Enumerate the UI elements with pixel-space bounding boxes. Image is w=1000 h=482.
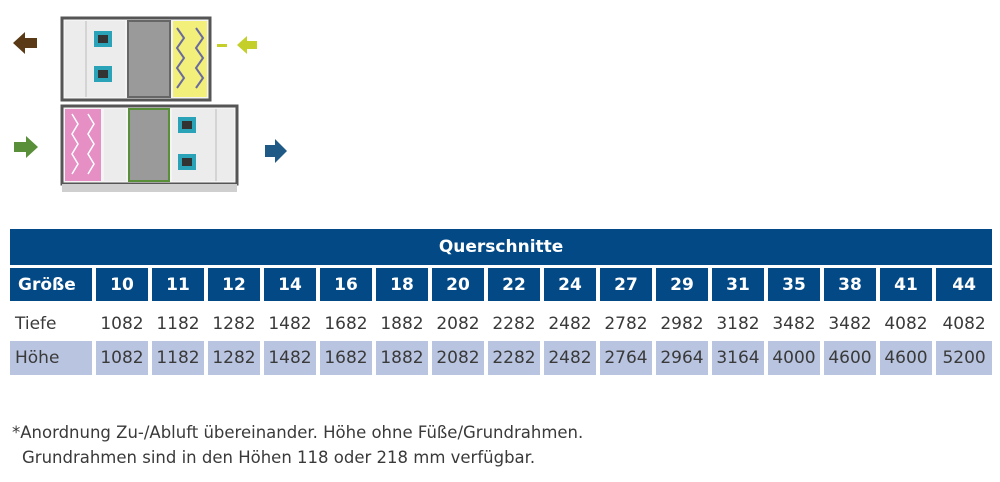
table-cell: 3164 bbox=[712, 341, 768, 375]
size-header-cell: 29 bbox=[656, 268, 712, 301]
size-header-cell: 38 bbox=[824, 268, 880, 301]
size-header-cell: 14 bbox=[264, 268, 320, 301]
row-label-hoehe: Höhe bbox=[10, 341, 96, 375]
table-cell: 1682 bbox=[320, 307, 376, 341]
size-header-label: Größe bbox=[10, 268, 96, 301]
table-cell: 1182 bbox=[152, 341, 208, 375]
table-cell: 5200 bbox=[936, 341, 993, 375]
table-cell: 1482 bbox=[264, 307, 320, 341]
table-cell: 1882 bbox=[376, 307, 432, 341]
table-cell: 1482 bbox=[264, 341, 320, 375]
size-header-cell: 24 bbox=[544, 268, 600, 301]
table-cell: 4600 bbox=[824, 341, 880, 375]
arrow-left-icon bbox=[217, 36, 257, 54]
table-title: Querschnitte bbox=[10, 229, 993, 268]
table-cell: 2082 bbox=[432, 341, 488, 375]
arrow-left-icon bbox=[13, 32, 37, 54]
size-header-cell: 41 bbox=[880, 268, 936, 301]
arrow-right-icon bbox=[265, 139, 287, 163]
size-header-cell: 11 bbox=[152, 268, 208, 301]
footnote-line-1: *Anordnung Zu-/Abluft übereinander. Höhe… bbox=[12, 423, 584, 442]
table-cell: 2782 bbox=[600, 307, 656, 341]
table-cell: 2982 bbox=[656, 307, 712, 341]
size-header-cell: 27 bbox=[600, 268, 656, 301]
size-header-row: Größe 10 11 12 14 16 18 20 22 24 27 29 3… bbox=[10, 268, 993, 301]
table-cell: 1282 bbox=[208, 307, 264, 341]
table-row: Höhe 1082 1182 1282 1482 1682 1882 2082 … bbox=[10, 341, 993, 375]
arrow-right-icon bbox=[14, 136, 38, 158]
table-cell: 2082 bbox=[432, 307, 488, 341]
size-header-cell: 44 bbox=[936, 268, 993, 301]
dimensions-table: Querschnitte Größe 10 11 12 14 16 18 20 … bbox=[10, 229, 993, 375]
air-handling-unit-diagram bbox=[0, 0, 300, 200]
footnote-line-2: Grundrahmen sind in den Höhen 118 oder 2… bbox=[22, 448, 536, 467]
table-cell: 3482 bbox=[824, 307, 880, 341]
table-row: Tiefe 1082 1182 1282 1482 1682 1882 2082… bbox=[10, 307, 993, 341]
table-cell: 1282 bbox=[208, 341, 264, 375]
size-header-cell: 35 bbox=[768, 268, 824, 301]
table-cell: 2282 bbox=[488, 307, 544, 341]
table-cell: 1682 bbox=[320, 341, 376, 375]
table-cell: 4082 bbox=[936, 307, 993, 341]
table-cell: 2482 bbox=[544, 307, 600, 341]
footnote: *Anordnung Zu-/Abluft übereinander. Höhe… bbox=[12, 420, 583, 470]
size-header-cell: 16 bbox=[320, 268, 376, 301]
table-cell: 1882 bbox=[376, 341, 432, 375]
row-label-tiefe: Tiefe bbox=[10, 307, 96, 341]
size-header-cell: 18 bbox=[376, 268, 432, 301]
table-cell: 1082 bbox=[96, 307, 152, 341]
size-header-cell: 10 bbox=[96, 268, 152, 301]
table-cell: 4600 bbox=[880, 341, 936, 375]
table-cell: 2764 bbox=[600, 341, 656, 375]
table-cell: 2964 bbox=[656, 341, 712, 375]
unit-cross-section bbox=[60, 16, 239, 192]
table-cell: 1182 bbox=[152, 307, 208, 341]
table-cell: 2482 bbox=[544, 341, 600, 375]
size-header-cell: 20 bbox=[432, 268, 488, 301]
table-cell: 4082 bbox=[880, 307, 936, 341]
table-cell: 2282 bbox=[488, 341, 544, 375]
table-cell: 1082 bbox=[96, 341, 152, 375]
size-header-cell: 22 bbox=[488, 268, 544, 301]
table-cell: 3482 bbox=[768, 307, 824, 341]
size-header-cell: 12 bbox=[208, 268, 264, 301]
table-cell: 3182 bbox=[712, 307, 768, 341]
size-header-cell: 31 bbox=[712, 268, 768, 301]
table-cell: 4000 bbox=[768, 341, 824, 375]
